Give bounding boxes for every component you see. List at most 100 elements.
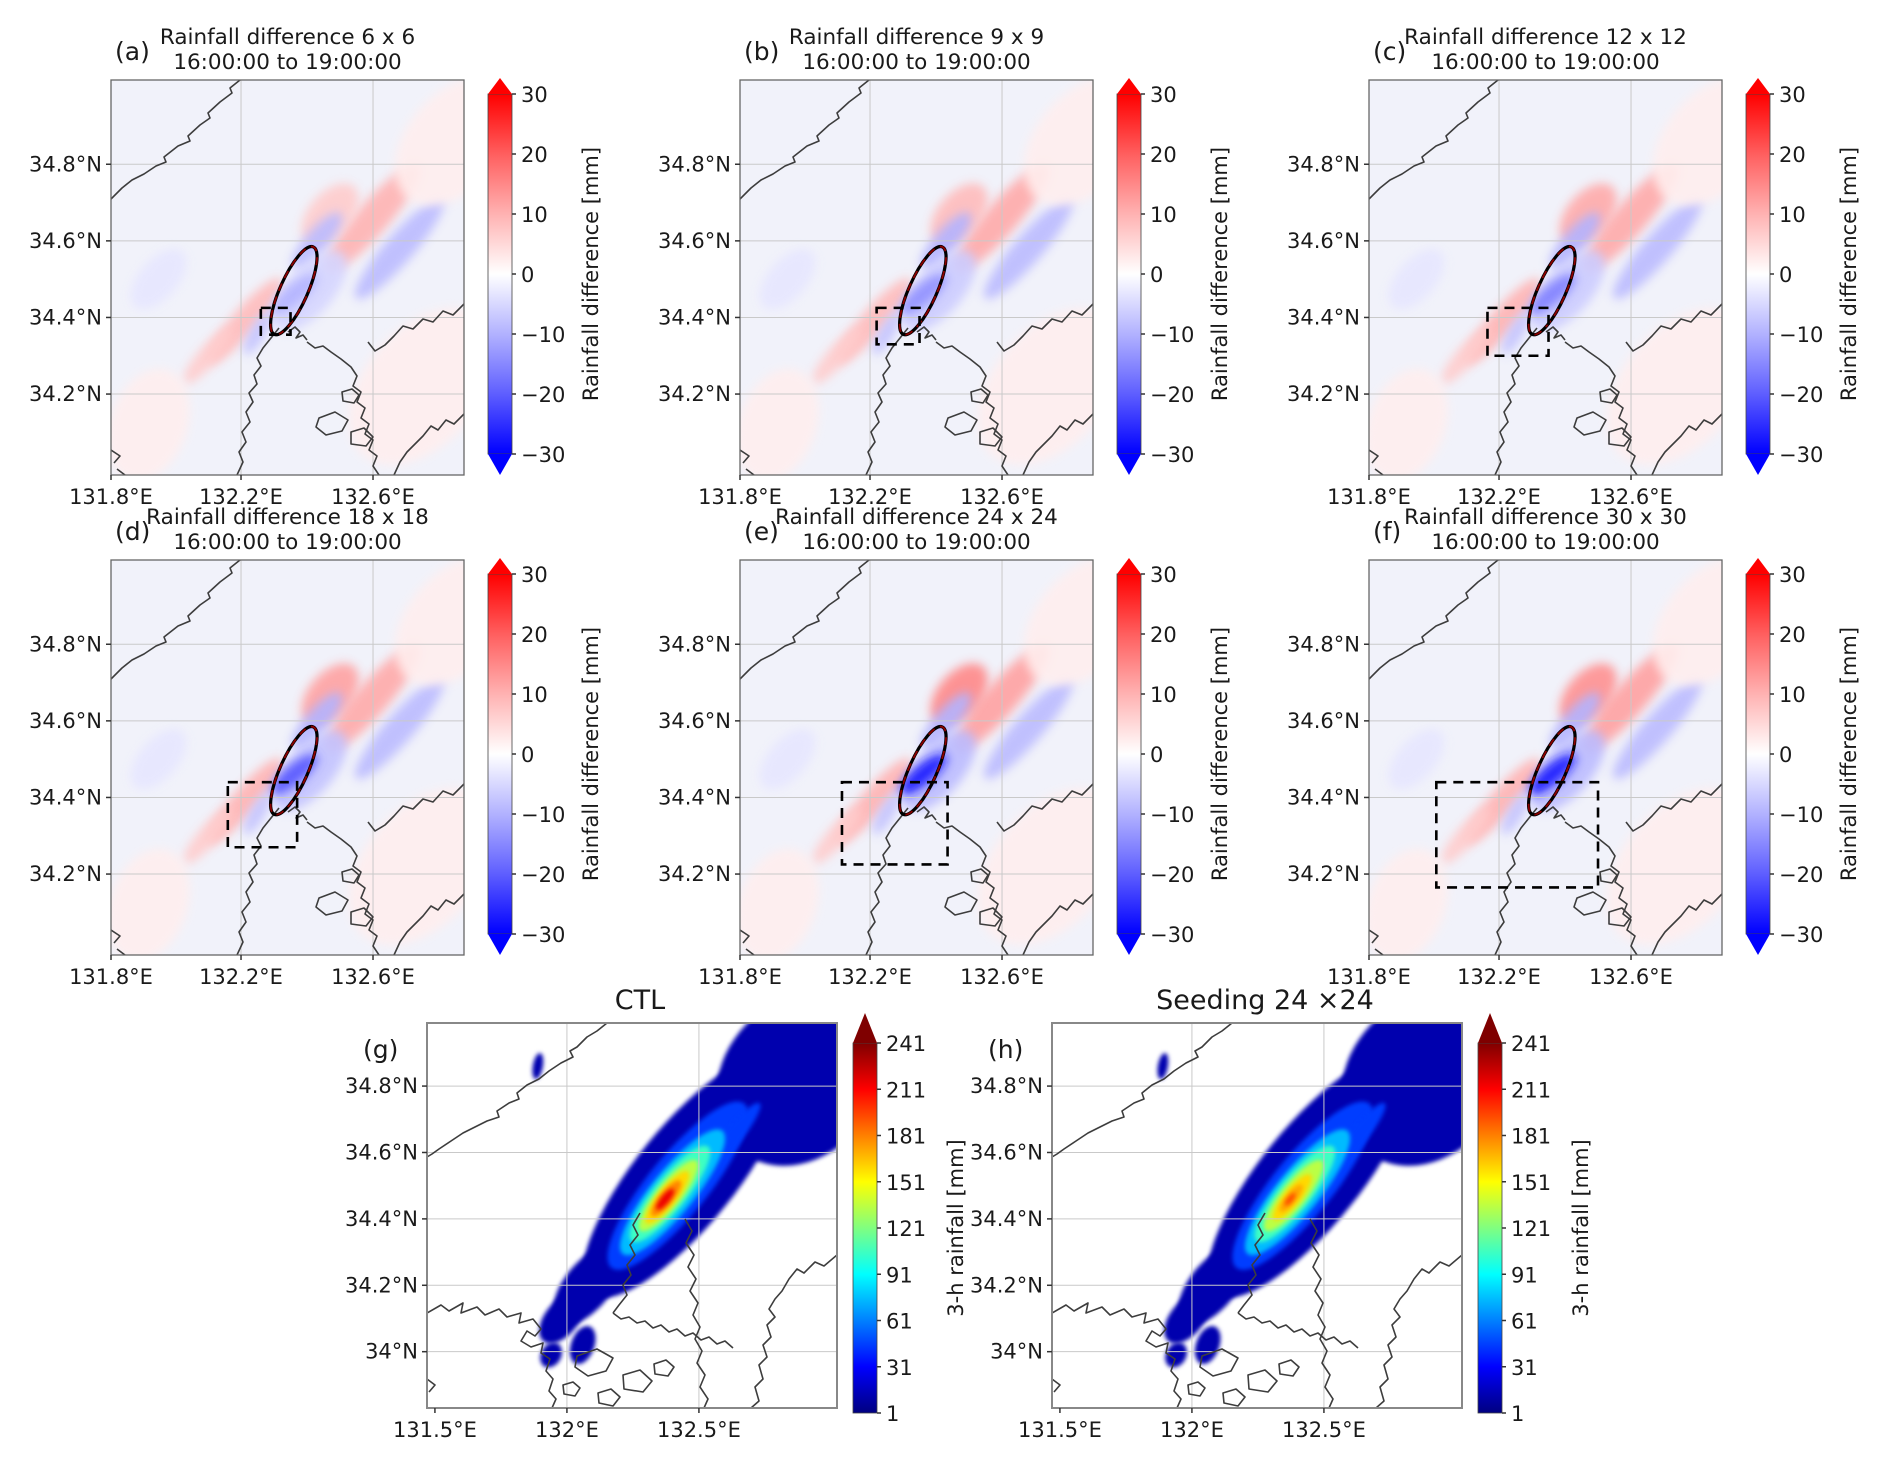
panel-title: Rainfall difference 9 x 9 (789, 25, 1044, 50)
colorbar-tick-label: −20 (1150, 863, 1194, 887)
island-outline (979, 907, 1003, 927)
colorbar-tick-label: 241 (886, 1032, 926, 1056)
coastline (427, 1378, 436, 1393)
colorbar-top-arrow (1117, 78, 1141, 94)
panel-title: Rainfall difference 6 x 6 (160, 25, 415, 50)
coastline (996, 783, 1093, 832)
colorbar-tick-label: 1 (1511, 1402, 1524, 1426)
coastline (935, 821, 1009, 955)
coastline (393, 413, 464, 475)
feature-core-blue (1528, 274, 1576, 315)
island-outline (562, 1381, 581, 1397)
coastline (1545, 806, 1566, 821)
y-tick-label: 34.4°N (970, 1207, 1043, 1231)
island-outline (1199, 1348, 1239, 1377)
colorbar-bottom-arrow (1746, 934, 1770, 955)
island-outline (1599, 868, 1618, 884)
coastline (1651, 893, 1722, 955)
feature-spot-n1 (532, 1053, 544, 1080)
colorbar-tick-label: 121 (1511, 1217, 1551, 1241)
gridlines (111, 80, 464, 475)
island-outline (622, 1369, 653, 1393)
coastline-layer (1369, 80, 1722, 475)
feature-ambient-pink-se (1606, 308, 1722, 465)
panel-h: 131.5°E 132°E 132.5°E 34.8°N 34.6°N 34.4°N 34.… (970, 985, 1593, 1442)
coastline (916, 806, 937, 821)
colorbar-bottom-arrow (488, 934, 512, 955)
gridlines (427, 1023, 837, 1408)
colorbar-tick-label: 10 (521, 203, 548, 227)
coastline (1022, 893, 1093, 955)
coastline (1052, 1023, 1233, 1158)
colorbar-tick-label: 20 (1779, 623, 1806, 647)
colorbar-tick-label: 181 (1511, 1125, 1551, 1149)
feature-se-blue-band (983, 197, 1074, 300)
x-tick-label: 131.5°E (393, 1418, 477, 1442)
colorbar-top-arrow (1746, 78, 1770, 94)
colorbar-top-arrow (1746, 558, 1770, 574)
coastline-layer (111, 560, 464, 955)
colorbar-tick-label: 0 (1779, 743, 1792, 767)
coastline-layer (1369, 560, 1722, 955)
x-tick-label: 132.6°E (331, 485, 415, 509)
panel-letter: (h) (988, 1035, 1023, 1064)
panel-c: 131.8°E 132.2°E 132.6°E 34.8°N 34.6°N 34.4°N 3… (1287, 25, 1861, 509)
colorbar-bottom-arrow (1746, 454, 1770, 475)
feature-spot-n2 (738, 1038, 761, 1068)
gridlines (740, 80, 1093, 475)
island-outline (1222, 1388, 1246, 1407)
y-tick-label: 34.4°N (658, 785, 731, 809)
map-border (110, 559, 465, 956)
colorbar-tick-label: 61 (886, 1310, 913, 1334)
coastline (1651, 413, 1722, 475)
island-outline (1608, 907, 1632, 927)
colorbar-tick-label: −30 (1150, 443, 1194, 467)
field-layer (111, 560, 464, 955)
seeding-area-box (1435, 780, 1600, 889)
feature-se-blue-band (354, 197, 445, 300)
panel-subtitle: 16:00:00 to 19:00:00 (1431, 530, 1659, 555)
y-tick-label: 34.2°N (29, 382, 102, 406)
feature-spot-n1 (1157, 1053, 1169, 1080)
island-outline (350, 427, 374, 447)
coastline (1494, 807, 1538, 955)
feature-ambient-pink-se (977, 308, 1093, 465)
map-border (110, 79, 465, 476)
y-tick-label: 34.6°N (970, 1140, 1043, 1164)
colorbar-tick-label: 0 (521, 263, 534, 287)
field-layer (1369, 80, 1722, 475)
gridlines (1052, 1023, 1462, 1408)
feature-ambient-pink-sw (740, 368, 819, 475)
coastline-layer (740, 560, 1093, 955)
map-border (426, 1022, 838, 1409)
y-tick-label: 34.6°N (29, 229, 102, 253)
coastline-layer (111, 80, 464, 475)
feature-tail-2 (539, 1293, 585, 1344)
y-tick-label: 34.4°N (1287, 785, 1360, 809)
coastline (1052, 1378, 1061, 1393)
panel-title: Rainfall difference 24 x 24 (775, 505, 1058, 530)
feature-sw-red-tail (1441, 807, 1491, 864)
colorbar-axis-label: Rainfall difference [mm] (1837, 627, 1861, 881)
feature-west-blue-patch (1388, 729, 1445, 790)
island-outline (1573, 891, 1607, 916)
cloud-contour-darkred (1527, 245, 1576, 336)
colorbar-d: 30 20 10 0 −10 −20 −30 Rainfall difference [mm] (487, 558, 603, 955)
colorbar-tick-label: 10 (1779, 203, 1806, 227)
colorbar-bar (1116, 573, 1142, 935)
feature-se-blue-band (983, 677, 1074, 780)
y-tick-label: 34.2°N (658, 382, 731, 406)
coastline (1309, 1218, 1334, 1408)
y-tick-label: 34.4°N (1287, 305, 1360, 329)
coastline (1625, 783, 1722, 832)
colorbar-h: 241 211 181 151 121 91 61 31 1 3-h rainfall [mm] (1477, 1013, 1593, 1426)
colorbar-c: 30 20 10 0 −10 −20 −30 Rainfall difference [mm] (1745, 78, 1861, 475)
coastline (1052, 1302, 1182, 1408)
feature-west-blue-patch (130, 729, 187, 790)
colorbar-tick-label: 30 (1150, 83, 1177, 107)
colorbar-bottom-arrow (488, 454, 512, 475)
colorbar-tick-label: 0 (1779, 263, 1792, 287)
island-outline (315, 891, 349, 916)
feature-ambient-pink-se (977, 788, 1093, 945)
